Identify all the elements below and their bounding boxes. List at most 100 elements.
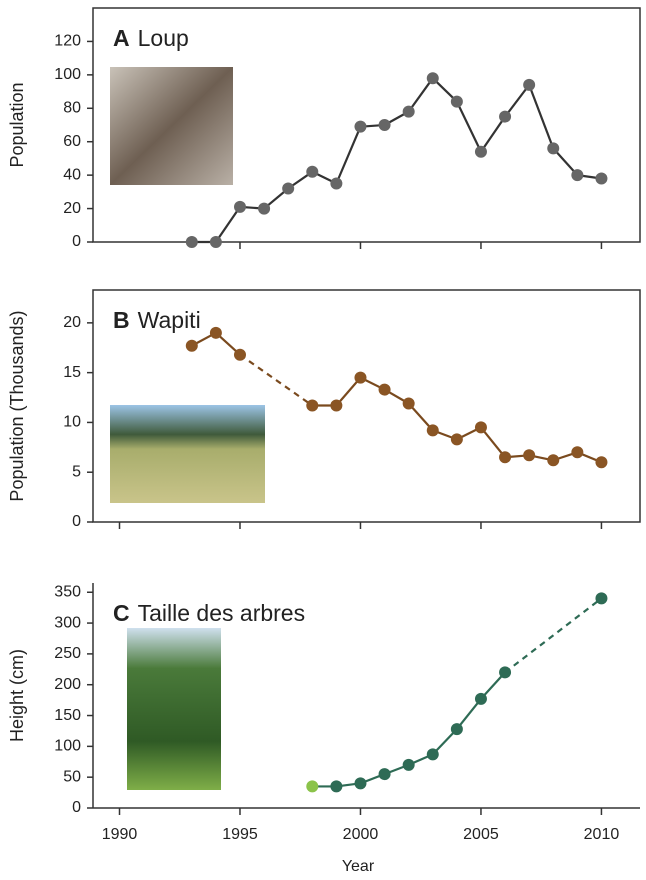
line-segment <box>407 77 434 113</box>
y-tick-label: 20 <box>63 200 81 217</box>
y-tick-label: 15 <box>63 364 81 381</box>
data-point <box>306 399 319 412</box>
data-point <box>547 142 560 155</box>
data-point <box>474 145 487 158</box>
y-tick-label: 20 <box>63 314 81 331</box>
data-point <box>450 723 463 736</box>
data-point <box>306 780 319 793</box>
data-point <box>426 72 439 85</box>
panel-name: Wapiti <box>138 307 201 333</box>
data-point <box>378 383 391 396</box>
tree-photo <box>127 628 221 790</box>
data-point <box>209 326 222 339</box>
line-segment <box>407 402 434 432</box>
data-point <box>185 236 198 248</box>
y-tick-label: 120 <box>54 33 81 50</box>
line-segment <box>528 84 555 149</box>
data-point <box>209 236 222 248</box>
line-segment <box>456 698 482 730</box>
data-point <box>474 692 487 705</box>
y-tick-label: 50 <box>63 768 81 785</box>
y-tick-label: 60 <box>63 133 81 150</box>
y-tick-label: 100 <box>54 66 81 83</box>
panel-name: Taille des arbres <box>138 600 305 626</box>
line-segment <box>480 116 506 153</box>
line-segment <box>214 206 241 243</box>
elk-photo <box>110 405 265 503</box>
data-point <box>595 456 608 469</box>
y-axis-label: Population (Thousands) <box>7 310 27 501</box>
data-point <box>499 451 512 464</box>
data-point <box>354 371 367 384</box>
data-point <box>474 421 487 434</box>
line-segment <box>455 101 482 153</box>
panel-name: Loup <box>138 25 189 51</box>
data-point <box>571 446 584 459</box>
y-tick-label: 200 <box>54 676 81 693</box>
line-segment <box>504 84 531 118</box>
panel-letter: C <box>113 600 130 626</box>
data-point <box>547 454 560 467</box>
panel-title: C Taille des arbres <box>113 600 305 626</box>
line-segment <box>335 126 362 184</box>
data-point <box>450 433 463 446</box>
data-point <box>499 666 512 679</box>
y-axis-label: Height (cm) <box>7 649 27 742</box>
y-tick-label: 5 <box>72 463 81 480</box>
y-tick-label: 10 <box>63 414 81 431</box>
data-point <box>330 780 343 793</box>
data-point <box>402 758 415 771</box>
y-tick-label: 0 <box>72 513 81 530</box>
data-point <box>330 177 343 190</box>
y-tick-label: 40 <box>63 166 81 183</box>
data-point <box>185 339 198 352</box>
x-tick-label: 2005 <box>463 826 499 843</box>
data-point <box>523 449 536 462</box>
y-tick-label: 250 <box>54 645 81 662</box>
panel-title: B Wapiti <box>113 307 201 333</box>
data-point <box>523 78 536 91</box>
data-point <box>233 200 246 213</box>
y-tick-label: 0 <box>72 799 81 816</box>
data-point <box>426 748 439 761</box>
data-point <box>499 110 512 123</box>
panel-letter: B <box>113 307 130 333</box>
data-point <box>306 165 319 178</box>
x-axis-label: Year <box>342 858 375 875</box>
data-point <box>258 202 271 215</box>
data-point <box>233 348 246 361</box>
plot-frame <box>92 289 641 523</box>
x-tick-label: 1990 <box>102 826 138 843</box>
y-axis-label: Population <box>7 82 27 167</box>
x-tick-label: 2000 <box>343 826 379 843</box>
x-tick-label: 2010 <box>584 826 620 843</box>
data-point <box>571 169 584 182</box>
panel-letter: A <box>113 25 130 51</box>
plot-frame <box>92 7 641 243</box>
wolf-photo <box>110 67 233 185</box>
data-point <box>282 182 295 195</box>
line-segment <box>504 597 603 674</box>
y-tick-label: 350 <box>54 583 81 600</box>
y-tick-label: 80 <box>63 100 81 117</box>
data-point <box>402 397 415 410</box>
line-segment <box>239 353 313 407</box>
y-tick-label: 100 <box>54 738 81 755</box>
x-tick-label: 1995 <box>222 826 258 843</box>
data-point <box>595 172 608 185</box>
y-tick-label: 150 <box>54 707 81 724</box>
y-tick-label: 0 <box>72 233 81 250</box>
y-tick-label: 300 <box>54 614 81 631</box>
data-point <box>378 119 391 131</box>
data-point <box>354 777 367 790</box>
data-point <box>378 768 391 781</box>
data-point <box>450 95 463 108</box>
line-segment <box>335 376 362 407</box>
panel-title: A Loup <box>113 25 189 51</box>
data-point <box>595 592 608 605</box>
data-point <box>402 105 415 118</box>
data-point <box>426 424 439 437</box>
data-point <box>330 399 343 412</box>
